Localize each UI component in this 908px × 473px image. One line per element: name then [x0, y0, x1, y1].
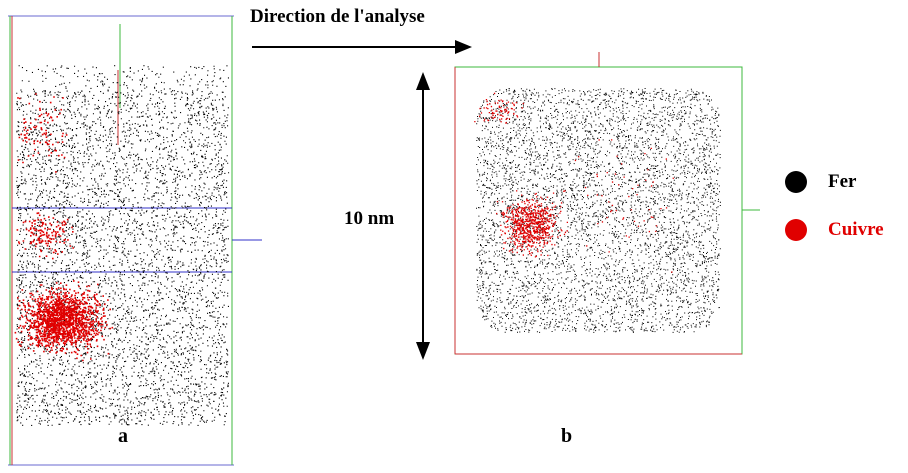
legend-copper-marker	[785, 219, 807, 241]
panel-b-frame	[454, 52, 760, 355]
panel-a-frame	[8, 15, 262, 466]
panel-a-atom-map	[14, 65, 230, 426]
direction-arrow	[252, 40, 472, 54]
legend-copper-label: Cuivre	[828, 219, 884, 240]
scale-label: 10 nm	[344, 208, 395, 229]
legend-iron-marker	[785, 171, 807, 193]
panel-b-label: b	[561, 425, 573, 447]
legend-iron-label: Fer	[828, 171, 857, 192]
analysis-direction-label: Direction de l'analyse	[250, 6, 425, 27]
panel-b-atom-map	[474, 88, 721, 333]
panel-a-label: a	[118, 425, 128, 447]
scale-arrow	[416, 72, 430, 360]
